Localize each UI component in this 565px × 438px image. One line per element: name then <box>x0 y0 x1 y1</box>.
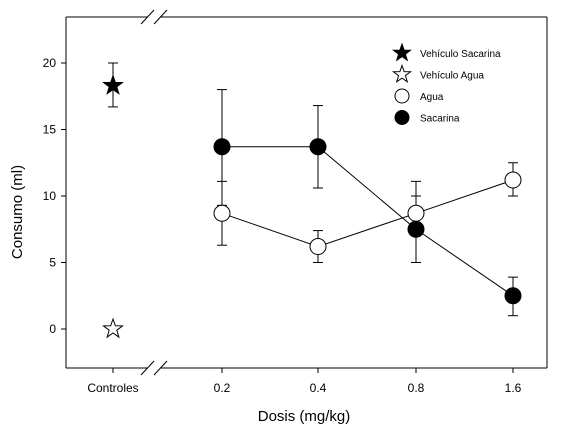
plot-frame <box>65 9 548 376</box>
x-tick-label: Controles <box>87 381 138 395</box>
legend-label: Agua <box>420 92 444 103</box>
x-axis: Controles 0.2 0.4 0.8 1.6 <box>87 368 522 395</box>
y-tick-label: 15 <box>43 123 57 137</box>
data-point <box>102 317 124 339</box>
series-line <box>222 146 514 297</box>
legend-label: Sacarina <box>420 114 460 125</box>
error-bars <box>108 62 518 317</box>
data-point <box>407 204 425 222</box>
data-point <box>309 238 327 256</box>
data-point <box>213 204 231 222</box>
x-tick-label: 1.6 <box>505 381 522 395</box>
x-tick-label: 0.2 <box>214 381 231 395</box>
data-point <box>391 63 413 84</box>
series-lines <box>221 146 514 297</box>
axis-break-mark <box>140 360 155 376</box>
legend-label: Vehículo Sacarina <box>420 49 501 60</box>
data-point <box>309 138 327 156</box>
x-tick-label: 0.4 <box>310 381 327 395</box>
data-point <box>213 138 231 156</box>
data-point <box>407 220 425 238</box>
y-tick-label: 0 <box>49 322 56 336</box>
data-point <box>394 88 410 104</box>
data-point <box>394 110 410 125</box>
data-point <box>391 42 413 62</box>
axis-break-mark <box>153 360 168 376</box>
y-tick-label: 20 <box>43 56 57 70</box>
axis-break-mark <box>153 9 168 25</box>
data-point <box>504 287 522 305</box>
data-point <box>504 171 522 189</box>
data-point <box>102 74 124 95</box>
x-axis-title: Dosis (mg/kg) <box>258 408 351 425</box>
data-markers <box>102 74 522 339</box>
x-tick-label: 0.8 <box>408 381 425 395</box>
y-axis: 0 5 10 15 20 <box>43 56 66 336</box>
series-line <box>221 179 514 248</box>
axis-break-mark <box>140 9 155 25</box>
legend: Vehículo Sacarina Vehículo Agua Agua Sacari… <box>391 42 501 125</box>
legend-label: Vehículo Agua <box>420 71 484 82</box>
y-tick-label: 5 <box>49 256 56 270</box>
y-axis-title: Consumo (ml) <box>9 165 26 259</box>
y-tick-label: 10 <box>43 189 57 203</box>
